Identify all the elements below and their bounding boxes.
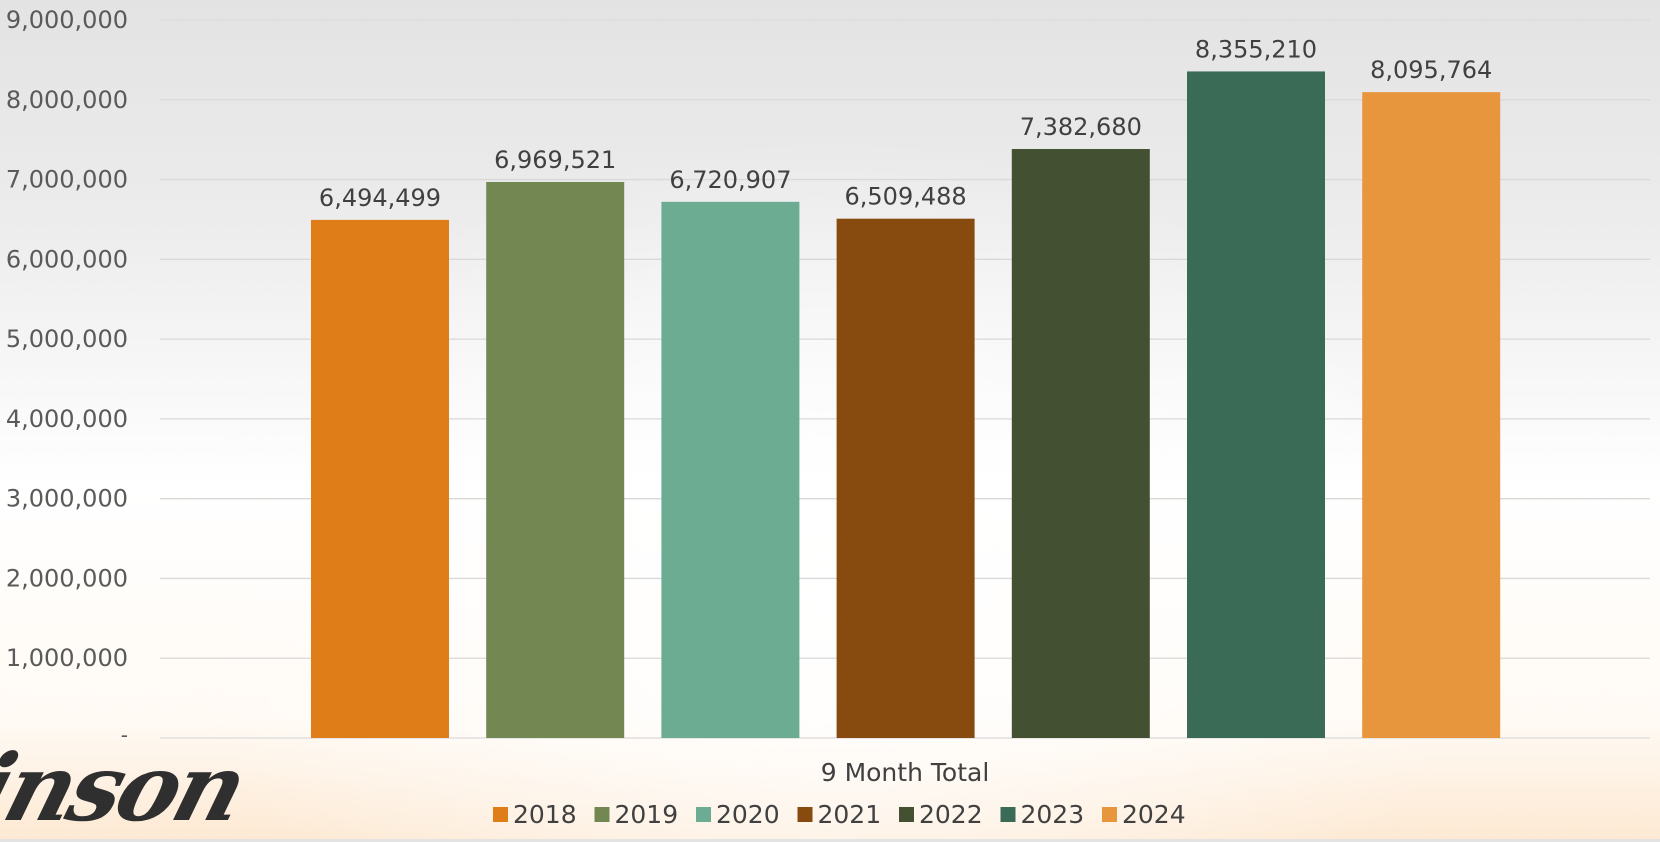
legend-swatch-2021 bbox=[797, 807, 813, 822]
data-label: 8,355,210 bbox=[1195, 35, 1317, 63]
legend-swatch-2020 bbox=[696, 807, 711, 822]
y-tick-label: 6,000,000 bbox=[6, 245, 128, 273]
x-category-label: 9 Month Total bbox=[821, 758, 990, 787]
y-tick-label: 2,000,000 bbox=[6, 564, 128, 592]
y-tick-label: 3,000,000 bbox=[6, 485, 128, 513]
data-label: 6,509,488 bbox=[845, 183, 967, 211]
data-label: 6,494,499 bbox=[319, 184, 441, 212]
y-tick-label: 4,000,000 bbox=[6, 405, 128, 433]
legend-label: 2024 bbox=[1122, 800, 1186, 829]
y-tick-label: 7,000,000 bbox=[6, 166, 128, 194]
bar-2018 bbox=[311, 219, 449, 738]
legend-label: 2022 bbox=[919, 800, 983, 829]
y-tick-label: 5,000,000 bbox=[6, 325, 128, 353]
logo: inson bbox=[0, 734, 256, 842]
bar-2024 bbox=[1362, 92, 1501, 738]
legend-swatch-2022 bbox=[899, 807, 914, 822]
bar-2021 bbox=[836, 218, 975, 739]
bar-2023 bbox=[1187, 71, 1325, 738]
legend-label: 2018 bbox=[513, 800, 577, 829]
legend-label: 2020 bbox=[716, 800, 780, 829]
legend-swatch-2024 bbox=[1102, 807, 1117, 822]
bar-2019 bbox=[486, 181, 625, 738]
bar-2022 bbox=[1011, 149, 1150, 739]
y-tick-label: 9,000,000 bbox=[6, 6, 128, 34]
y-tick-label: 1,000,000 bbox=[6, 644, 128, 672]
data-label: 6,969,521 bbox=[494, 146, 616, 174]
legend-swatch-2018 bbox=[493, 807, 508, 822]
y-tick-label: - bbox=[121, 723, 128, 747]
data-label: 8,095,764 bbox=[1370, 56, 1492, 84]
bar-2020 bbox=[661, 201, 800, 738]
data-label: 7,382,680 bbox=[1020, 113, 1142, 141]
y-tick-label: 8,000,000 bbox=[6, 86, 128, 114]
legend-label: 2021 bbox=[818, 800, 882, 829]
legend-swatch-2023 bbox=[1000, 807, 1016, 822]
data-label: 6,720,907 bbox=[669, 166, 791, 194]
legend-label: 2023 bbox=[1021, 800, 1085, 829]
legend-label: 2019 bbox=[615, 800, 679, 829]
legend-swatch-2019 bbox=[594, 807, 610, 822]
